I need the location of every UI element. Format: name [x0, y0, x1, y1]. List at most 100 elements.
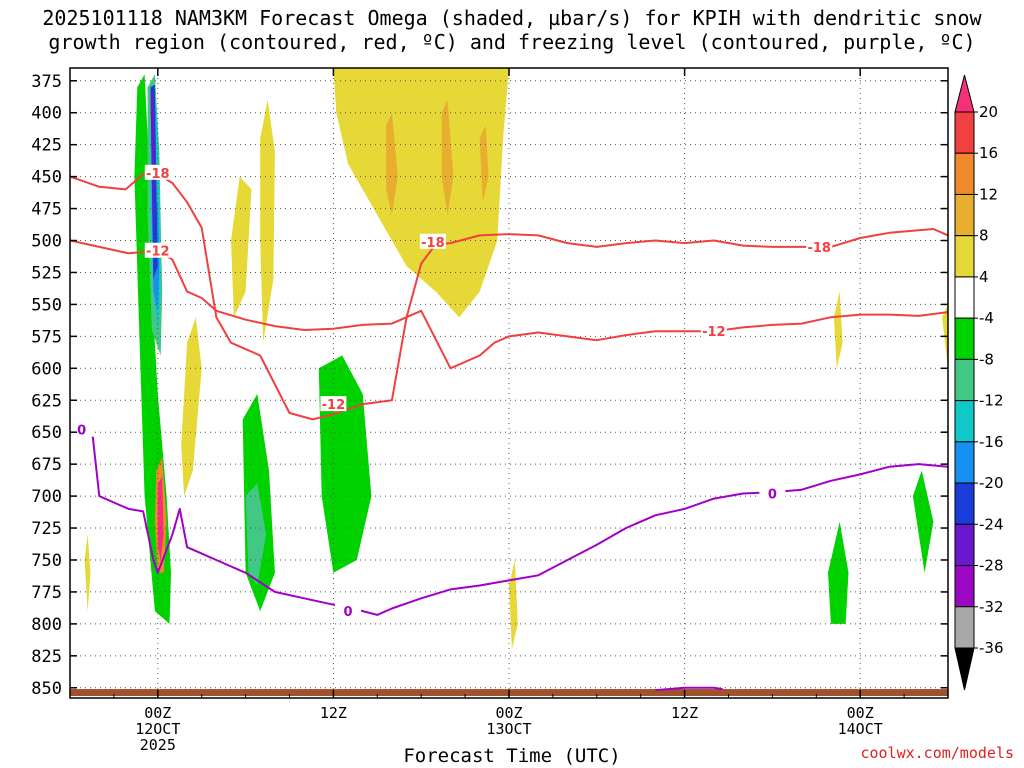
contour-label-bg — [144, 164, 171, 180]
chart-title-line1: 2025101118 NAM3KM Forecast Omega (shaded… — [42, 6, 982, 30]
omega-region-32 — [479, 125, 489, 203]
plot-area: -18 -18 -18 -12 -12 -12 0 0 0 — [70, 68, 948, 698]
omega-region-25 — [84, 534, 91, 612]
omega-region-26 — [333, 68, 509, 318]
contour-label: -12 — [322, 398, 346, 413]
omega-region-0 — [70, 272, 82, 688]
contour-label-bg — [320, 396, 347, 412]
colorbar-box — [954, 400, 975, 443]
y-tick-label: 450 — [31, 168, 62, 188]
colorbar-box — [954, 441, 975, 484]
colorbar-label: -16 — [979, 433, 1004, 451]
colorbar-label: 12 — [979, 185, 998, 203]
x-tick-label: 12Z — [671, 704, 698, 722]
colorbar-label: -12 — [979, 392, 1004, 410]
omega-region-6 — [517, 585, 524, 682]
colorbar-box — [954, 482, 975, 525]
y-tick-label: 625 — [31, 391, 62, 411]
contour-label-bg — [335, 603, 362, 619]
colorbar-box — [954, 152, 975, 195]
omega-region-24 — [181, 317, 202, 497]
colorbar-label: 16 — [979, 144, 998, 162]
omega-region-14 — [828, 521, 849, 624]
colorbar-label: 20 — [979, 103, 998, 121]
colorbar-label: -28 — [979, 557, 1004, 575]
contour-label: 0 — [768, 488, 777, 503]
colorbar-box — [954, 358, 975, 402]
y-tick-label: 600 — [31, 359, 62, 379]
contour-label-bg — [144, 242, 171, 258]
contour-label-bg — [806, 238, 833, 254]
y-tick-label: 375 — [31, 72, 62, 92]
credit-link[interactable]: coolwx.com/models — [860, 744, 1014, 762]
colorbar-box — [954, 523, 975, 567]
y-tick-label: 550 — [31, 295, 62, 315]
y-tick-label: 650 — [31, 423, 62, 443]
contour-label-bg — [759, 485, 786, 501]
contour-line-0-3 — [655, 686, 723, 692]
colorbar-box — [954, 565, 975, 608]
colorbar-box — [954, 111, 975, 154]
y-tick-label: 400 — [31, 104, 62, 124]
x-axis-label: Forecast Time (UTC) — [403, 745, 621, 767]
omega-region-27 — [509, 560, 518, 650]
contour-line-m12-1 — [70, 239, 948, 370]
y-tick-label: 725 — [31, 519, 62, 539]
colorbar-box — [954, 276, 975, 319]
omega-region-34 — [157, 476, 164, 560]
colorbar-label: -4 — [979, 309, 994, 327]
colorbar-label: -36 — [979, 639, 1004, 657]
omega-region-31 — [441, 99, 454, 215]
y-tick-label: 825 — [31, 647, 62, 667]
y-tick-label: 775 — [31, 583, 62, 603]
y-tick-label: 800 — [31, 615, 62, 635]
x-tick-label: 00Z — [847, 704, 874, 722]
contour-label: -18 — [421, 236, 445, 251]
contour-label: -18 — [146, 167, 170, 182]
omega-region-8 — [579, 368, 799, 682]
omega-region-22 — [260, 99, 275, 343]
x-tick-label: 12Z — [320, 704, 347, 722]
x-tick-label: 00Z — [144, 704, 171, 722]
chart-title-line2: growth region (contoured, red, ºC) and f… — [48, 30, 976, 54]
omega-region-3 — [172, 368, 217, 688]
colorbar-top-arrow — [954, 74, 975, 113]
colorbar-label: 4 — [979, 268, 989, 286]
omega-region-15 — [912, 470, 934, 573]
x-tick-label: 2025 — [140, 736, 176, 754]
x-tick-label: 14OCT — [838, 720, 883, 738]
y-tick-label: 525 — [31, 263, 62, 283]
y-tick-label: 675 — [31, 455, 62, 475]
colorbar-box — [954, 606, 975, 649]
contour-label: -12 — [146, 245, 170, 260]
colorbar-label: -8 — [979, 350, 994, 368]
contour-label: 0 — [344, 605, 353, 620]
colorbar-bottom-arrow — [954, 647, 975, 691]
colorbar-label: -20 — [979, 474, 1004, 492]
y-tick-label: 475 — [31, 200, 62, 220]
omega-region-23 — [231, 176, 252, 318]
contour-label-bg — [700, 323, 727, 339]
contour-label: 0 — [77, 424, 86, 439]
colorbar-box — [954, 317, 975, 360]
y-tick-label: 850 — [31, 679, 62, 699]
x-tick-label: 13OCT — [486, 720, 531, 738]
y-tick-label: 500 — [31, 232, 62, 252]
colorbar-label: -32 — [979, 598, 1004, 616]
y-tick-label: 700 — [31, 487, 62, 507]
x-tick-label: 00Z — [495, 704, 522, 722]
colorbar-label: -24 — [979, 515, 1004, 533]
contour-label: -12 — [702, 325, 726, 340]
colorbar-box — [954, 235, 975, 278]
y-tick-label: 750 — [31, 551, 62, 571]
y-tick-label: 425 — [31, 136, 62, 156]
omega-region-30 — [386, 112, 398, 215]
omega-region-7 — [532, 138, 545, 215]
contour-label-bg — [419, 233, 446, 249]
x-tick-label: 12OCT — [135, 720, 180, 738]
omega-region-28 — [833, 291, 843, 369]
contour-label: -18 — [807, 241, 831, 256]
colorbar-box — [954, 193, 975, 237]
y-tick-label: 575 — [31, 327, 62, 347]
